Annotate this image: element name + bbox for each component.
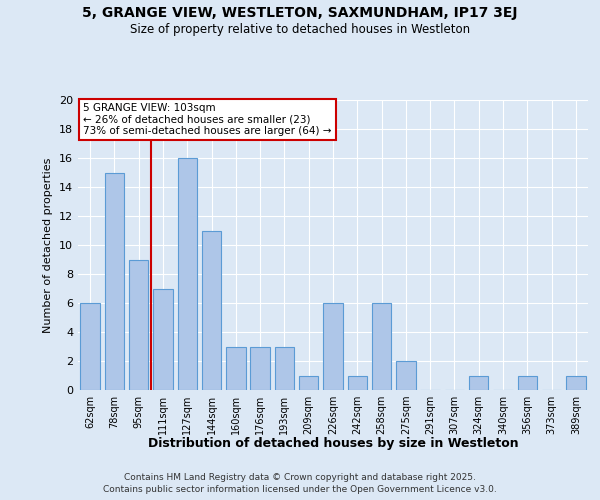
Bar: [275, 346, 294, 390]
Y-axis label: Number of detached properties: Number of detached properties: [43, 158, 53, 332]
Bar: [129, 260, 148, 390]
Bar: [226, 346, 245, 390]
Bar: [153, 288, 173, 390]
Text: Size of property relative to detached houses in Westleton: Size of property relative to detached ho…: [130, 22, 470, 36]
Bar: [80, 303, 100, 390]
Bar: [178, 158, 197, 390]
Bar: [250, 346, 270, 390]
Bar: [396, 361, 416, 390]
Text: Distribution of detached houses by size in Westleton: Distribution of detached houses by size …: [148, 438, 518, 450]
Bar: [105, 172, 124, 390]
Text: Contains public sector information licensed under the Open Government Licence v3: Contains public sector information licen…: [103, 486, 497, 494]
Bar: [202, 230, 221, 390]
Bar: [518, 376, 537, 390]
Bar: [566, 376, 586, 390]
Bar: [469, 376, 488, 390]
Text: Contains HM Land Registry data © Crown copyright and database right 2025.: Contains HM Land Registry data © Crown c…: [124, 473, 476, 482]
Text: 5 GRANGE VIEW: 103sqm
← 26% of detached houses are smaller (23)
73% of semi-deta: 5 GRANGE VIEW: 103sqm ← 26% of detached …: [83, 103, 332, 136]
Bar: [372, 303, 391, 390]
Bar: [323, 303, 343, 390]
Bar: [299, 376, 319, 390]
Bar: [347, 376, 367, 390]
Text: 5, GRANGE VIEW, WESTLETON, SAXMUNDHAM, IP17 3EJ: 5, GRANGE VIEW, WESTLETON, SAXMUNDHAM, I…: [82, 6, 518, 20]
